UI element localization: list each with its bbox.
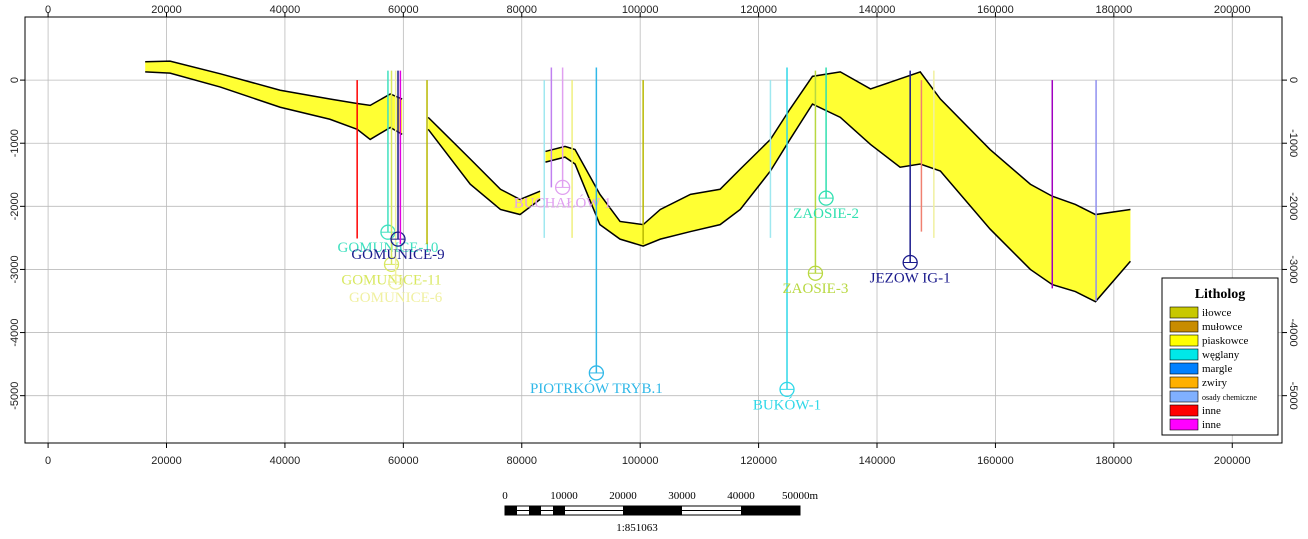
horizon-line bbox=[145, 71, 403, 141]
legend-label: zwiry bbox=[1202, 377, 1228, 389]
x-tick-label: 80000 bbox=[506, 4, 537, 16]
legend-label: węglany bbox=[1202, 349, 1240, 361]
scale-label: 30000 bbox=[668, 490, 696, 502]
legend-swatch bbox=[1169, 320, 1199, 333]
legend-label: inne bbox=[1202, 419, 1221, 431]
well-label: GOMUNICE-9 bbox=[351, 247, 444, 263]
y-tick-label: 0 bbox=[9, 77, 21, 83]
horizon-line bbox=[545, 103, 1131, 303]
x-tick-label: 40000 bbox=[270, 455, 301, 467]
y-tick-label: -2000 bbox=[9, 192, 21, 220]
y-tick-label: -4000 bbox=[1287, 318, 1299, 346]
x-tick-label: 200000 bbox=[1214, 455, 1251, 467]
x-tick-label: 180000 bbox=[1095, 4, 1132, 16]
well-label: PIOTRKÓW TRYB.1 bbox=[530, 380, 663, 397]
x-tick-label: 140000 bbox=[859, 455, 896, 467]
x-tick-label: 200000 bbox=[1214, 4, 1251, 16]
scale-label: 40000 bbox=[727, 490, 755, 502]
legend-swatch bbox=[1169, 362, 1199, 375]
y-tick-label: -4000 bbox=[9, 318, 21, 346]
legend-label: mułowce bbox=[1202, 321, 1242, 333]
well-label: GOMUNICE-10 bbox=[338, 240, 439, 256]
legend-swatch bbox=[1169, 334, 1199, 347]
scale-label: 0 bbox=[502, 490, 508, 502]
legend-swatch bbox=[1169, 404, 1199, 417]
legend-label: piaskowce bbox=[1202, 335, 1249, 347]
legend-swatch bbox=[1169, 376, 1199, 389]
layer-body bbox=[545, 71, 1131, 302]
plot-frame bbox=[24, 16, 1283, 444]
x-tick-label: 20000 bbox=[151, 4, 182, 16]
x-tick-label: 100000 bbox=[622, 455, 659, 467]
layer-body bbox=[145, 61, 403, 140]
y-tick-label: -5000 bbox=[9, 382, 21, 410]
horizon-line bbox=[545, 71, 1131, 226]
well-label: GOMUNICE-6 bbox=[349, 290, 443, 306]
scale-label: 50000m bbox=[782, 490, 819, 502]
x-tick-label: 120000 bbox=[740, 4, 777, 16]
well-label: ZAOSIE-3 bbox=[783, 281, 849, 297]
well-label: BUCHAŁÓW 1 bbox=[514, 194, 612, 211]
legend-label: osady chemiczne bbox=[1202, 393, 1257, 402]
x-tick-label: 100000 bbox=[622, 4, 659, 16]
x-tick-label: 120000 bbox=[740, 455, 777, 467]
legend-label: margle bbox=[1202, 363, 1232, 375]
y-tick-label: -1000 bbox=[1287, 129, 1299, 157]
x-tick-label: 140000 bbox=[859, 4, 896, 16]
x-tick-label: 0 bbox=[45, 455, 51, 467]
x-tick-label: 40000 bbox=[270, 4, 301, 16]
x-tick-label: 160000 bbox=[977, 455, 1014, 467]
x-tick-label: 160000 bbox=[977, 4, 1014, 16]
x-tick-label: 0 bbox=[45, 4, 51, 16]
legend-label: inne bbox=[1202, 405, 1221, 417]
x-tick-label: 180000 bbox=[1095, 455, 1132, 467]
legend-swatch bbox=[1169, 390, 1199, 403]
y-tick-label: -3000 bbox=[1287, 255, 1299, 283]
scale-ratio: 1:851063 bbox=[616, 522, 658, 534]
x-tick-label: 80000 bbox=[506, 455, 537, 467]
well-label: JEZOW IG-1 bbox=[870, 271, 951, 287]
legend-swatch bbox=[1169, 306, 1199, 319]
legend-swatch bbox=[1169, 348, 1199, 361]
scale-label: 20000 bbox=[609, 490, 637, 502]
legend-label: iłowce bbox=[1202, 307, 1231, 319]
x-tick-label: 20000 bbox=[151, 455, 182, 467]
well-label: ZAOSIE-2 bbox=[793, 206, 859, 222]
well-label: BUKÓW-1 bbox=[753, 396, 821, 413]
y-tick-label: -5000 bbox=[1287, 382, 1299, 410]
well-label: GOMUNICE-11 bbox=[341, 272, 441, 288]
scale-label: 10000 bbox=[550, 490, 578, 502]
x-tick-label: 60000 bbox=[388, 455, 419, 467]
y-tick-label: -2000 bbox=[1287, 192, 1299, 220]
legend-title: Litholog bbox=[1195, 287, 1246, 302]
legend-swatch bbox=[1169, 418, 1199, 431]
y-tick-label: -1000 bbox=[9, 129, 21, 157]
y-tick-label: 0 bbox=[1287, 77, 1299, 83]
horizon-line bbox=[427, 128, 541, 216]
horizon-line bbox=[145, 60, 403, 107]
horizon-line bbox=[427, 116, 541, 201]
y-tick-label: -3000 bbox=[9, 255, 21, 283]
x-tick-label: 60000 bbox=[388, 4, 419, 16]
